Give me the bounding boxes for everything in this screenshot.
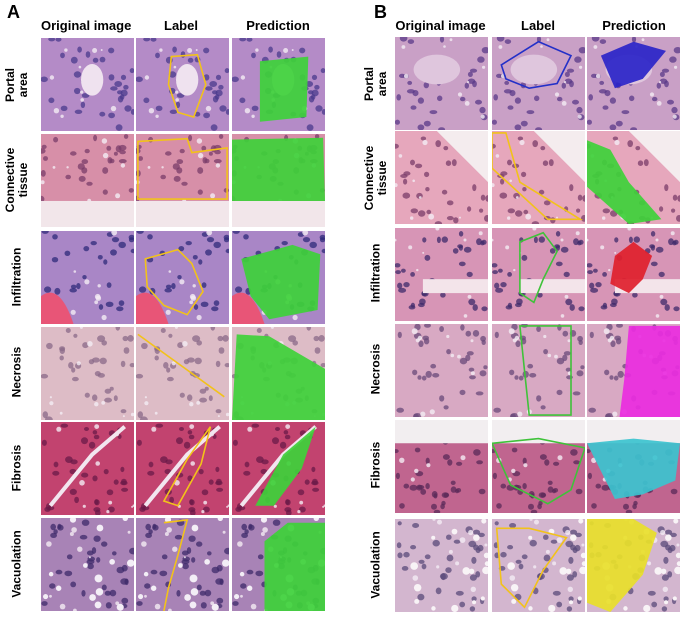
- necrosis-original-image: [395, 324, 488, 417]
- row-label-infiltration: Infiltration: [9, 247, 24, 307]
- row-label-infiltration: Infiltration: [368, 243, 383, 303]
- column-header-prediction: Prediction: [246, 18, 310, 33]
- row-label-fibrosis: Fibrosis: [368, 441, 383, 489]
- necrosis-label-image: [136, 327, 229, 420]
- necrosis-label-image: [492, 324, 585, 417]
- vacuolation-prediction-image: [232, 518, 325, 611]
- column-header-prediction: Prediction: [602, 18, 666, 33]
- portal-area-original-image: [41, 38, 134, 131]
- portal-area-prediction-image: [232, 38, 325, 131]
- necrosis-original-image: [41, 327, 134, 420]
- fibrosis-prediction-image: [232, 422, 325, 515]
- panel-letter-a: A: [7, 2, 20, 22]
- fibrosis-label-image: [136, 422, 229, 515]
- column-header-original: Original image: [41, 18, 132, 33]
- column-header-label: Label: [521, 18, 555, 33]
- necrosis-prediction-image: [232, 327, 325, 420]
- row-label-fibrosis: Fibrosis: [9, 444, 24, 492]
- row-label-necrosis: Necrosis: [9, 346, 24, 398]
- panel-letter-b: B: [374, 2, 387, 22]
- fibrosis-original-image: [395, 420, 488, 513]
- connective-tissue-original-image: [395, 131, 488, 224]
- connective-tissue-original-image: [41, 134, 134, 227]
- row-label-portal-area: Portal area: [362, 66, 389, 102]
- connective-tissue-prediction-image: [587, 131, 680, 224]
- infiltration-prediction-image: [587, 228, 680, 321]
- row-label-portal-area: Portal area: [3, 67, 30, 103]
- vacuolation-label-image: [136, 518, 229, 611]
- connective-tissue-prediction-image: [232, 134, 325, 227]
- vacuolation-original-image: [41, 518, 134, 611]
- necrosis-prediction-image: [587, 324, 680, 417]
- row-label-connective-tissue: Connective tissue: [362, 145, 389, 211]
- column-header-original: Original image: [395, 18, 486, 33]
- row-label-connective-tissue: Connective tissue: [3, 147, 30, 213]
- column-header-label: Label: [164, 18, 198, 33]
- infiltration-label-image: [136, 231, 229, 324]
- infiltration-original-image: [395, 228, 488, 321]
- row-label-vacuolation: Vacuolation: [368, 531, 383, 599]
- portal-area-label-image: [136, 38, 229, 131]
- portal-area-original-image: [395, 37, 488, 130]
- portal-area-prediction-image: [587, 37, 680, 130]
- infiltration-prediction-image: [232, 231, 325, 324]
- fibrosis-prediction-image: [587, 420, 680, 513]
- fibrosis-label-image: [492, 420, 585, 513]
- vacuolation-original-image: [395, 519, 488, 612]
- vacuolation-label-image: [492, 519, 585, 612]
- infiltration-label-image: [492, 228, 585, 321]
- row-label-vacuolation: Vacuolation: [9, 530, 24, 598]
- connective-tissue-label-image: [136, 134, 229, 227]
- connective-tissue-label-image: [492, 131, 585, 224]
- portal-area-label-image: [492, 37, 585, 130]
- fibrosis-original-image: [41, 422, 134, 515]
- vacuolation-prediction-image: [587, 519, 680, 612]
- infiltration-original-image: [41, 231, 134, 324]
- row-label-necrosis: Necrosis: [368, 343, 383, 395]
